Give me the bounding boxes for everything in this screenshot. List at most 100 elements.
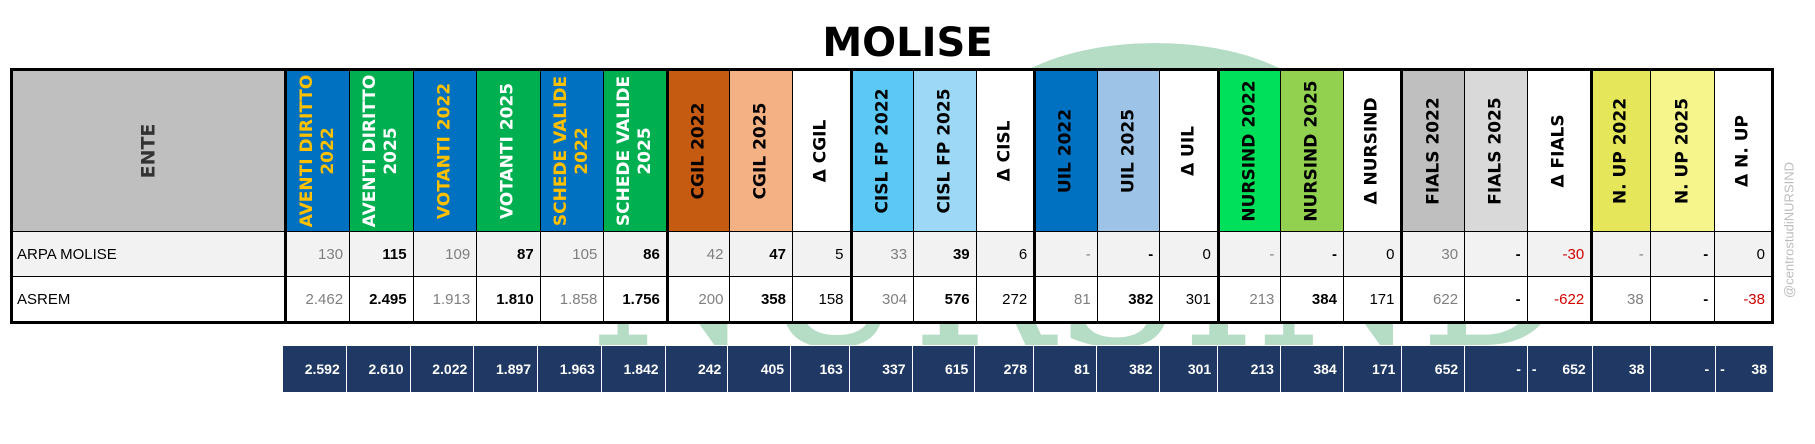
value-cell: 272 xyxy=(975,276,1036,323)
total-cell: - xyxy=(1650,345,1717,393)
value-cell: 115 xyxy=(349,231,414,277)
column-header-label: SCHEDE VALIDE 2025 xyxy=(614,75,656,227)
value-cell: 109 xyxy=(412,231,478,277)
column-header-label: Δ N. UP xyxy=(1732,115,1753,187)
value-cell: 30 xyxy=(1400,231,1466,277)
value-cell: 47 xyxy=(729,231,793,277)
total-cell: 2.022 xyxy=(409,345,475,393)
totals-table: 2.592 2.610 2.022 1.897 1.963 1.842 242 405 163 3… xyxy=(282,345,1774,393)
header-row: ENTE AVENTI DIRITTO 2022 AVENTI DIRITTO 2025… xyxy=(10,69,1773,232)
total-cell: 213 xyxy=(1217,345,1281,393)
value-cell: 358 xyxy=(729,276,793,323)
column-header-label: N. UP 2022 xyxy=(1610,97,1631,205)
column-header-label: UIL 2022 xyxy=(1055,108,1076,194)
value-cell: 301 xyxy=(1159,276,1219,323)
value-cell: 2.462 xyxy=(284,276,351,323)
value-cell: 576 xyxy=(913,276,977,323)
value-cell: 622 xyxy=(1400,276,1466,323)
column-header: Δ N. UP xyxy=(1714,69,1773,232)
column-header: CISL FP 2025 xyxy=(913,69,977,232)
column-header-label: UIL 2025 xyxy=(1118,108,1139,194)
column-header-label: AVENTI DIRITTO 2022 xyxy=(297,74,339,228)
total-cell: 1.897 xyxy=(473,345,539,393)
column-header: NURSIND 2025 xyxy=(1280,69,1344,232)
column-header-label: CISL FP 2022 xyxy=(872,88,893,214)
total-cell: -652 xyxy=(1526,345,1593,393)
column-header-label: VOTANTI 2022 xyxy=(434,82,455,220)
value-cell: - xyxy=(1649,276,1716,323)
total-cell: 81 xyxy=(1033,345,1097,393)
value-cell: -38 xyxy=(1714,276,1773,323)
column-header-label: NURSIND 2022 xyxy=(1239,80,1260,222)
column-header: VOTANTI 2025 xyxy=(476,69,541,232)
value-cell: 86 xyxy=(603,231,668,277)
value-cell: - xyxy=(1033,231,1098,277)
value-cell: 200 xyxy=(665,276,731,323)
value-cell: 6 xyxy=(975,231,1036,277)
column-header: Δ NURSIND xyxy=(1342,69,1403,232)
side-watermark-text: @centrostudiNURSIND xyxy=(1781,161,1797,299)
value-cell: 2.495 xyxy=(349,276,414,323)
value-cell: 1.913 xyxy=(412,276,478,323)
value-cell: 5 xyxy=(791,231,852,277)
column-header: CGIL 2022 xyxy=(665,69,731,232)
ente-name-cell: ASREM xyxy=(10,276,287,323)
value-cell: 382 xyxy=(1096,276,1161,323)
column-header-label: FIALS 2022 xyxy=(1423,97,1444,205)
column-header-label: Δ CISL xyxy=(994,120,1015,182)
total-cell: 382 xyxy=(1095,345,1160,393)
value-cell: 42 xyxy=(665,231,731,277)
column-header-label: CGIL 2022 xyxy=(688,102,709,200)
column-header-label: Δ FIALS xyxy=(1548,114,1569,188)
total-cell: 301 xyxy=(1158,345,1219,393)
value-cell: 39 xyxy=(913,231,977,277)
total-cell: 1.842 xyxy=(600,345,666,393)
results-table: ENTE AVENTI DIRITTO 2022 AVENTI DIRITTO 2025… xyxy=(10,68,1774,324)
column-header-label: AVENTI DIRITTO 2025 xyxy=(360,74,402,228)
ente-name-cell: ARPA MOLISE xyxy=(10,231,287,277)
column-header: CISL FP 2022 xyxy=(849,69,915,232)
column-header: AVENTI DIRITTO 2022 xyxy=(284,69,351,232)
total-cell: 615 xyxy=(911,345,976,393)
value-cell: - xyxy=(1649,231,1716,277)
column-header: Δ CISL xyxy=(975,69,1036,232)
column-header-label: NURSIND 2025 xyxy=(1301,80,1322,222)
column-header: N. UP 2022 xyxy=(1590,69,1651,232)
value-cell: 171 xyxy=(1342,276,1403,323)
value-cell: 38 xyxy=(1590,276,1651,323)
column-header: SCHEDE VALIDE 2025 xyxy=(603,69,668,232)
column-header-label: CGIL 2025 xyxy=(750,102,771,200)
column-header-label: CISL FP 2025 xyxy=(934,88,955,214)
column-header-label: Δ UIL xyxy=(1178,125,1199,177)
column-header-label: VOTANTI 2025 xyxy=(497,82,518,220)
totals-row: 2.592 2.610 2.022 1.897 1.963 1.842 242 405 163 3… xyxy=(282,345,1774,393)
total-cell: 2.592 xyxy=(282,345,347,393)
total-cell: 1.963 xyxy=(537,345,602,393)
column-header-ente: ENTE xyxy=(10,69,287,232)
value-cell: 1.756 xyxy=(603,276,668,323)
value-cell: 33 xyxy=(849,231,915,277)
value-cell: 0 xyxy=(1342,231,1403,277)
total-cell: 242 xyxy=(664,345,729,393)
column-header: CGIL 2025 xyxy=(729,69,793,232)
column-header: FIALS 2022 xyxy=(1400,69,1466,232)
table-row: ARPA MOLISE 130 115 109 87 105 86 42 47 5 33 39 6- -0… xyxy=(10,231,1773,277)
column-header: UIL 2022 xyxy=(1033,69,1098,232)
total-cell: - xyxy=(1464,345,1528,393)
column-header: UIL 2025 xyxy=(1096,69,1161,232)
value-cell: 105 xyxy=(539,231,605,277)
total-cell: 405 xyxy=(727,345,792,393)
total-cell: 171 xyxy=(1342,345,1403,393)
value-cell: - xyxy=(1464,276,1528,323)
side-watermark: @centrostudiNURSIND xyxy=(1778,140,1800,320)
value-cell: 384 xyxy=(1280,276,1344,323)
value-cell: 87 xyxy=(476,231,541,277)
value-cell: 213 xyxy=(1216,276,1282,323)
column-header: AVENTI DIRITTO 2025 xyxy=(349,69,414,232)
page-title: MOLISE xyxy=(822,20,993,66)
column-header: Δ FIALS xyxy=(1526,69,1593,232)
column-header: SCHEDE VALIDE 2022 xyxy=(539,69,605,232)
column-header-label: Δ CGIL xyxy=(810,119,831,183)
column-header-label: FIALS 2025 xyxy=(1485,97,1506,205)
value-cell: - xyxy=(1590,231,1651,277)
